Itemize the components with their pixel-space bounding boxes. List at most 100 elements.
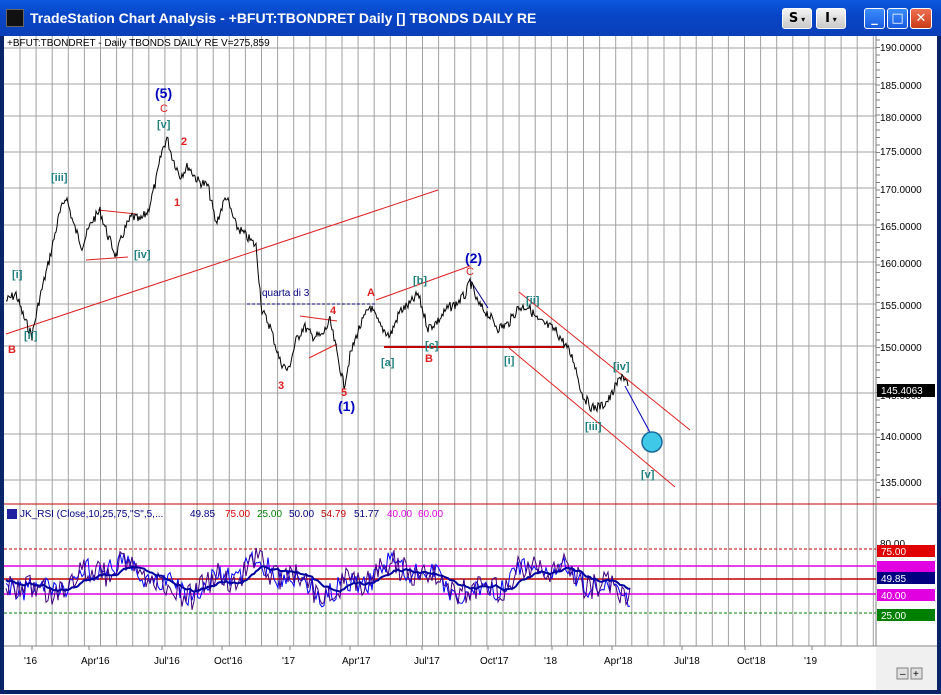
- wave-label: A: [367, 287, 375, 299]
- rsi-axis-label: 40.00: [881, 591, 906, 602]
- rsi-value: 54.79: [321, 509, 346, 520]
- rsi-axis-label: 75.00: [881, 547, 906, 558]
- time-axis-label: '18: [544, 656, 557, 667]
- wave-label: [v]: [641, 469, 655, 481]
- wave-label: 1: [174, 197, 180, 209]
- wedge-line-upper[interactable]: [97, 209, 137, 215]
- time-axis-label: Oct'17: [480, 656, 509, 667]
- price-axis-label: 140.0000: [880, 432, 922, 443]
- chart-header: +BFUT:TBONDRET - Daily TBONDS DAILY RE V…: [7, 38, 270, 49]
- triangle-line-lower[interactable]: [308, 343, 338, 359]
- minimize-button[interactable]: _: [864, 8, 885, 29]
- wave-label: [i]: [504, 355, 515, 367]
- wave-label: C: [466, 266, 474, 278]
- downtrend-channel-lower[interactable]: [508, 347, 676, 488]
- time-axis-label: Oct'18: [737, 656, 766, 667]
- price-series[interactable]: [6, 136, 629, 414]
- wave-label: [b]: [413, 275, 427, 287]
- rsi-value: 25.00: [257, 509, 282, 520]
- rsi-main-line[interactable]: [5, 547, 631, 610]
- price-axis[interactable]: 190.0000 185.0000 180.0000 175.0000 170.…: [880, 43, 922, 489]
- wave-label: 4: [330, 305, 337, 317]
- wave-label: [i]: [12, 269, 23, 281]
- projection-line[interactable]: [624, 385, 653, 437]
- wave-label: [c]: [425, 340, 439, 352]
- rsi-current-box: [877, 572, 935, 584]
- wave-label: [iii]: [51, 172, 68, 184]
- rsi-75-box: [877, 545, 935, 557]
- wave-label: [v]: [157, 119, 171, 131]
- indicator-icon[interactable]: [7, 509, 17, 519]
- wave-label: [iii]: [585, 421, 602, 433]
- rsi-value: 50.00: [289, 509, 314, 520]
- time-axis-label: Jul'17: [414, 656, 440, 667]
- price-axis-label: 150.0000: [880, 343, 922, 354]
- time-axis-label: Oct'16: [214, 656, 243, 667]
- wave-label: (2): [465, 250, 482, 266]
- wave-label: (5): [155, 85, 172, 101]
- plus-icon: +: [913, 669, 919, 680]
- wave-label: [ii]: [526, 295, 540, 307]
- wave-label: C: [160, 103, 168, 115]
- time-axis-label: Apr'17: [342, 656, 371, 667]
- rsi-indicator-name[interactable]: JK_RSI (Close,10,25,75,"S",5,...: [20, 509, 163, 520]
- window-title: TradeStation Chart Analysis - +BFUT:TBON…: [30, 10, 537, 26]
- wedge-line-lower[interactable]: [85, 256, 129, 261]
- time-axis-label: Jul'18: [674, 656, 700, 667]
- zoom-out-button[interactable]: [896, 667, 909, 680]
- time-axis-label: Apr'16: [81, 656, 110, 667]
- rsi-value: 49.85: [190, 509, 215, 520]
- zoom-in-button[interactable]: [910, 667, 923, 680]
- price-axis-ticks: [876, 39, 880, 498]
- time-axis[interactable]: '16 Apr'16 Jul'16 Oct'16 '17 Apr'17 Jul'17 Oct'…: [24, 646, 817, 667]
- wave-label: 3: [278, 380, 284, 392]
- target-circle-marker[interactable]: [641, 431, 663, 453]
- wave-label: 5: [341, 387, 347, 399]
- rsi-25-box: [877, 609, 935, 621]
- price-axis-label: 135.0000: [880, 478, 922, 489]
- price-axis-label: 190.0000: [880, 43, 922, 54]
- chart-area[interactable]: +BFUT:TBONDRET - Daily TBONDS DAILY RE V…: [4, 36, 937, 690]
- long-trendline[interactable]: [5, 189, 439, 335]
- rsi-values: 49.85 75.00 25.00 50.00 54.79 51.77 40.00 60.00: [190, 509, 443, 520]
- rsi-60-box: [877, 561, 935, 573]
- time-axis-label: '17: [282, 656, 295, 667]
- wave-label: [iv]: [134, 249, 151, 261]
- title-bar[interactable]: TradeStation Chart Analysis - +BFUT:TBON…: [0, 0, 941, 36]
- minus-icon: –: [900, 669, 906, 680]
- rsi-axis-label: 25.00: [881, 611, 906, 622]
- wave-label: (1): [338, 398, 355, 414]
- rsi-40-box: [877, 589, 935, 601]
- downtrend-channel-upper[interactable]: [518, 291, 691, 431]
- time-axis-label: Apr'18: [604, 656, 633, 667]
- rsi-axis-label: 80.00: [880, 539, 905, 550]
- close-button[interactable]: ✕: [910, 8, 932, 29]
- rsi-value: 40.00: [387, 509, 412, 520]
- price-axis-label: 155.0000: [880, 301, 922, 312]
- rsi-value: 51.77: [354, 509, 379, 520]
- maximize-button[interactable]: □: [887, 8, 908, 29]
- last-price-box: [877, 384, 935, 397]
- upper-channel-line[interactable]: [375, 265, 471, 301]
- style-dropdown-button[interactable]: S ▾: [782, 8, 812, 29]
- rsi-axis-label: 49.85: [881, 574, 906, 585]
- indicators-dropdown-button[interactable]: I ▾: [816, 8, 846, 29]
- price-axis-label: 185.0000: [880, 81, 922, 92]
- wave-label: B: [8, 344, 16, 356]
- price-axis-label: 165.0000: [880, 222, 922, 233]
- time-axis-label: Jul'16: [154, 656, 180, 667]
- time-axis-label: '16: [24, 656, 37, 667]
- rsi-value: 60.00: [418, 509, 443, 520]
- zoom-controls[interactable]: – +: [896, 667, 923, 680]
- wave-label: [a]: [381, 357, 395, 369]
- wave-label: [ii]: [24, 330, 38, 342]
- rsi-average-line[interactable]: [5, 565, 631, 593]
- price-axis-label: 175.0000: [880, 147, 922, 158]
- wave-labels: (5) C [v] [iii] [iv] [i] [ii] B 2 1 3 4 …: [8, 85, 655, 481]
- price-axis-label: 180.0000: [880, 113, 922, 124]
- wave-label: 2: [181, 136, 187, 148]
- wave-label: B: [425, 353, 433, 365]
- tradestation-app-icon[interactable]: [6, 9, 24, 27]
- price-axis-label: 170.0000: [880, 185, 922, 196]
